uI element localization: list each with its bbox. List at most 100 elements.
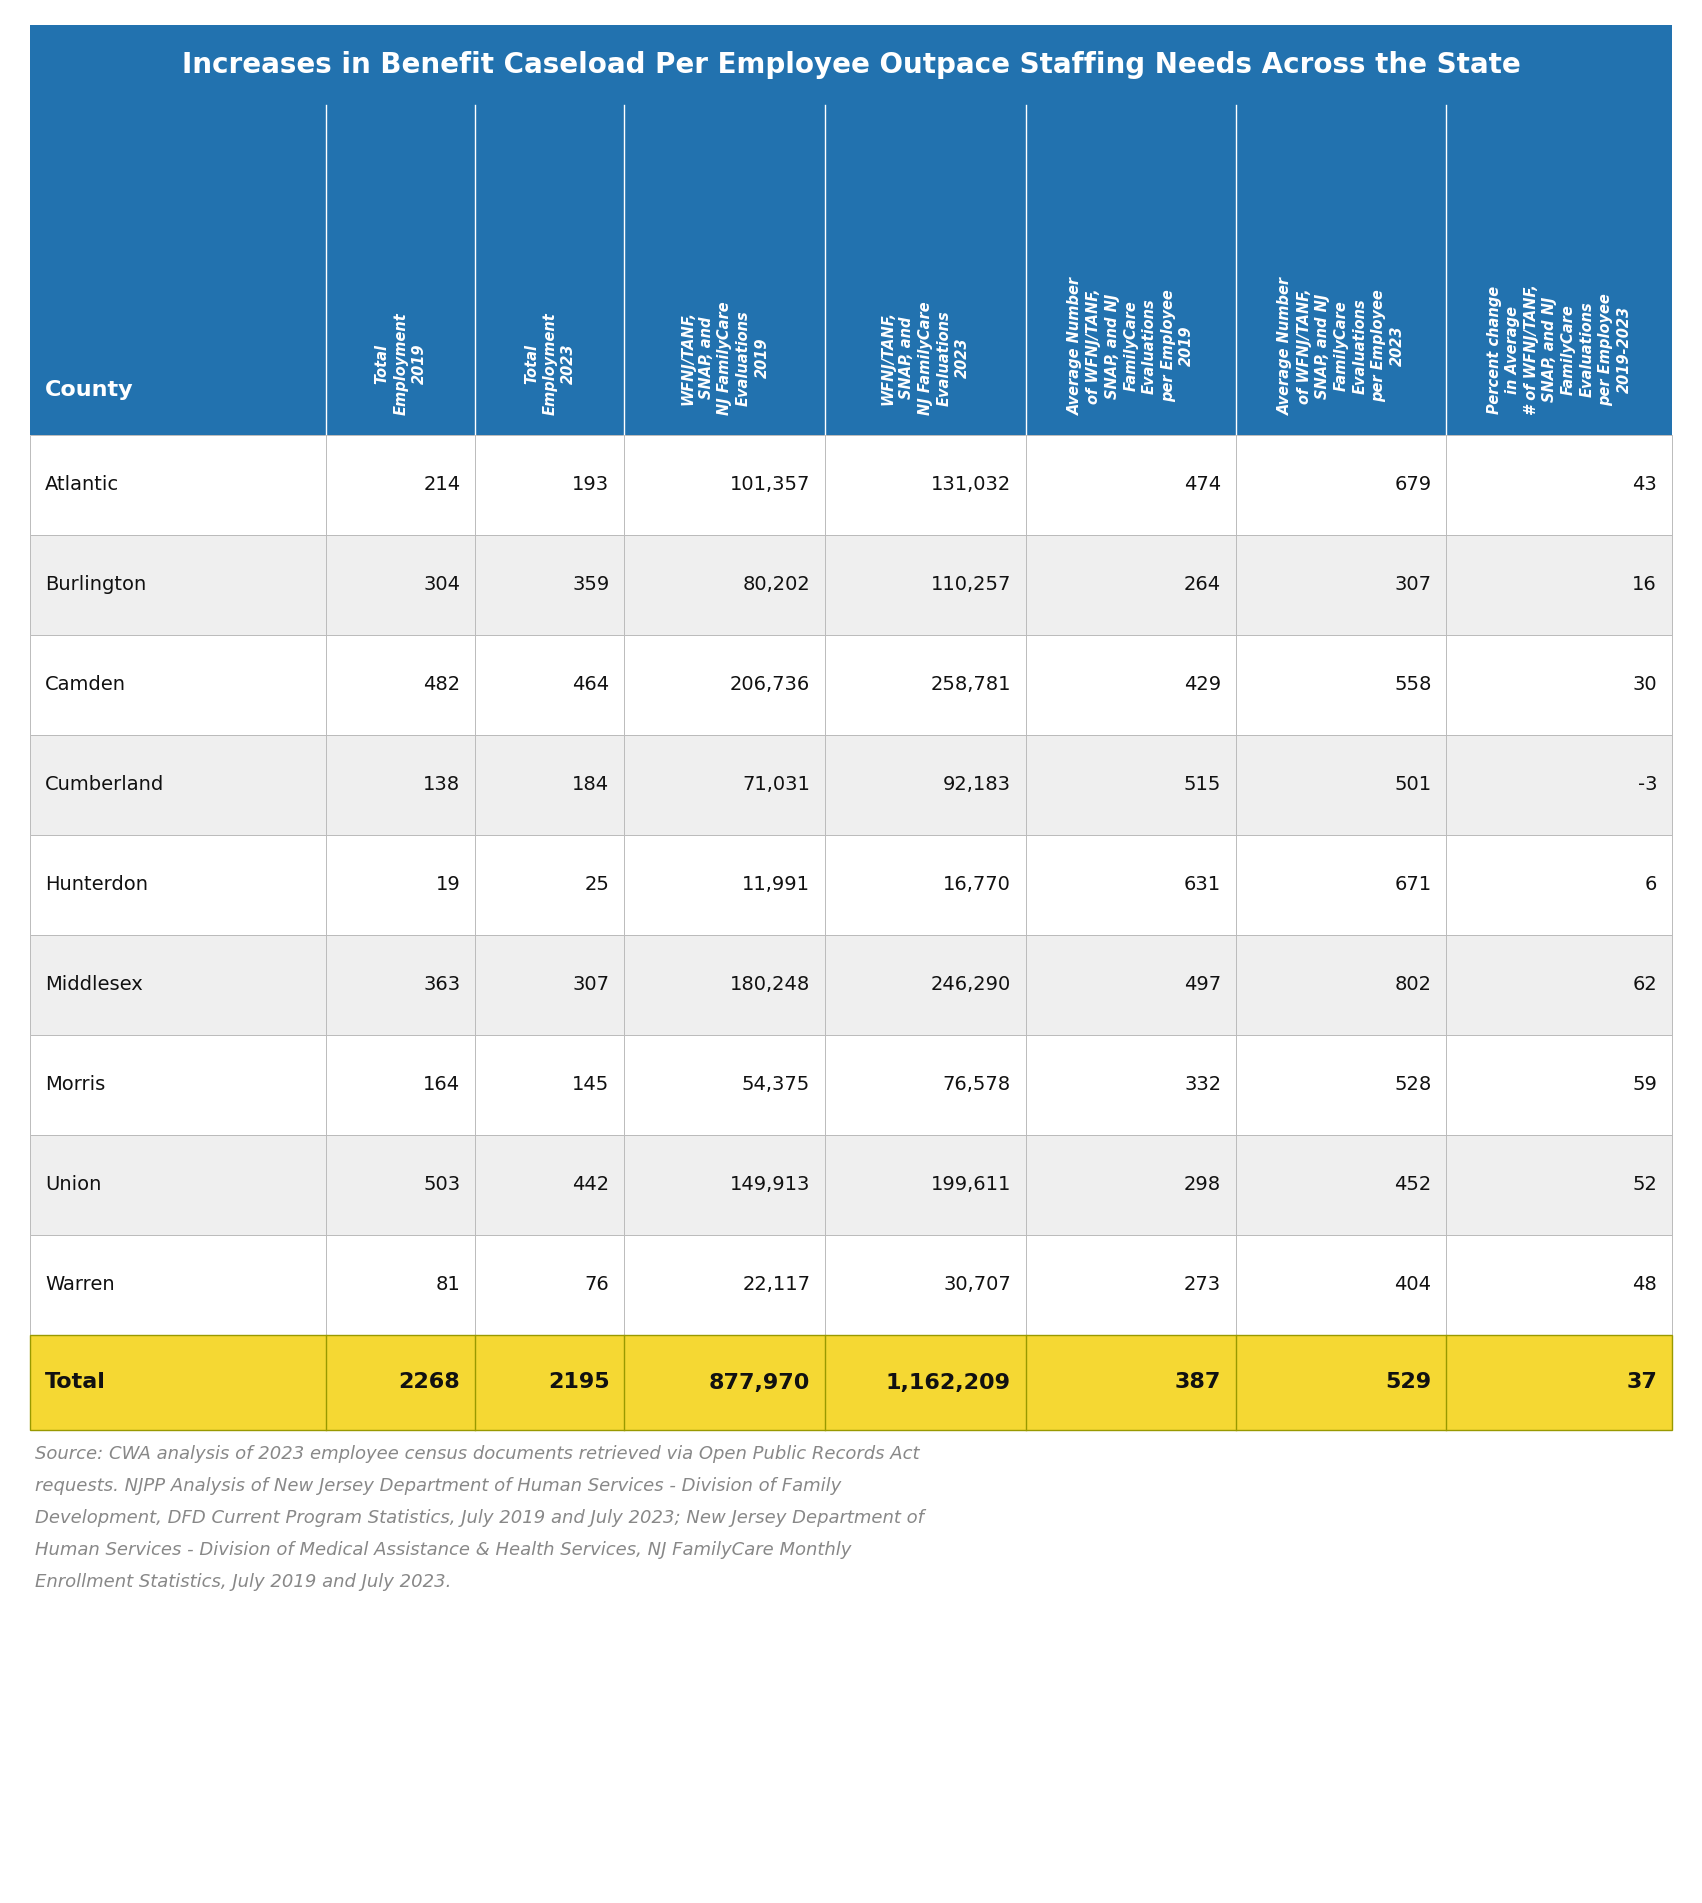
Text: 497: 497 (1185, 976, 1220, 995)
Text: Total: Total (44, 1372, 106, 1393)
Text: Warren: Warren (44, 1275, 114, 1294)
Text: 76: 76 (585, 1275, 609, 1294)
Text: Average Number
of WFNJ/TANF,
SNAP, and NJ
FamilyCare
Evaluations
per Employee
20: Average Number of WFNJ/TANF, SNAP, and N… (1067, 276, 1195, 415)
Text: 19: 19 (436, 875, 460, 894)
Text: 30: 30 (1632, 676, 1658, 695)
Text: 184: 184 (572, 776, 609, 794)
Text: Union: Union (44, 1176, 102, 1195)
Text: 16: 16 (1632, 575, 1658, 594)
Text: WFNJ/TANF,
SNAP, and
NJ FamilyCare
Evaluations
2023: WFNJ/TANF, SNAP, and NJ FamilyCare Evalu… (882, 301, 970, 415)
Text: 359: 359 (572, 575, 609, 594)
Text: 1,162,209: 1,162,209 (887, 1372, 1011, 1393)
Text: 877,970: 877,970 (708, 1372, 810, 1393)
Text: 30,707: 30,707 (943, 1275, 1011, 1294)
Bar (31, 1336, 1671, 1429)
Text: 37: 37 (1625, 1372, 1658, 1393)
Text: County: County (44, 381, 134, 400)
Text: 76,578: 76,578 (943, 1075, 1011, 1094)
Text: Cumberland: Cumberland (44, 776, 165, 794)
Text: Source: CWA analysis of 2023 employee census documents retrieved via Open Public: Source: CWA analysis of 2023 employee ce… (36, 1444, 924, 1591)
Bar (31, 934, 1671, 1035)
Text: Increases in Benefit Caseload Per Employee Outpace Staffing Needs Across the Sta: Increases in Benefit Caseload Per Employ… (182, 51, 1520, 80)
Text: 193: 193 (572, 476, 609, 495)
Text: 452: 452 (1394, 1176, 1431, 1195)
Text: 101,357: 101,357 (730, 476, 810, 495)
Text: 298: 298 (1185, 1176, 1220, 1195)
Bar (31, 535, 1671, 636)
Bar (31, 1235, 1671, 1336)
Text: 206,736: 206,736 (730, 676, 810, 695)
Text: 631: 631 (1185, 875, 1220, 894)
Text: 304: 304 (424, 575, 460, 594)
Text: Average Number
of WFNJ/TANF,
SNAP, and NJ
FamilyCare
Evaluations
per Employee
20: Average Number of WFNJ/TANF, SNAP, and N… (1278, 276, 1404, 415)
Text: 59: 59 (1632, 1075, 1658, 1094)
Text: 558: 558 (1394, 676, 1431, 695)
Text: 11,991: 11,991 (742, 875, 810, 894)
Text: Percent change
in Average
# of WFNJ/TANF,
SNAP, and NJ
FamilyCare
Evaluations
pe: Percent change in Average # of WFNJ/TANF… (1486, 284, 1632, 415)
Text: 501: 501 (1394, 776, 1431, 794)
Text: 246,290: 246,290 (931, 976, 1011, 995)
Text: 92,183: 92,183 (943, 776, 1011, 794)
Text: 404: 404 (1394, 1275, 1431, 1294)
Text: 145: 145 (572, 1075, 609, 1094)
Bar (31, 735, 1671, 835)
Text: 48: 48 (1632, 1275, 1658, 1294)
Text: Total
Employment
2023: Total Employment 2023 (524, 312, 575, 415)
Bar (31, 835, 1671, 934)
Text: 62: 62 (1632, 976, 1658, 995)
Text: 138: 138 (424, 776, 460, 794)
Text: WFNJ/TANF,
SNAP, and
NJ FamilyCare
Evaluations
2019: WFNJ/TANF, SNAP, and NJ FamilyCare Evalu… (681, 301, 769, 415)
Text: 25: 25 (584, 875, 609, 894)
Bar (31, 105, 1671, 436)
Text: 22,117: 22,117 (742, 1275, 810, 1294)
Text: 214: 214 (424, 476, 460, 495)
Text: 80,202: 80,202 (742, 575, 810, 594)
Text: -3: -3 (1637, 776, 1658, 794)
Text: 54,375: 54,375 (742, 1075, 810, 1094)
Text: 802: 802 (1394, 976, 1431, 995)
Text: 503: 503 (424, 1176, 460, 1195)
Text: Total
Employment
2019: Total Employment 2019 (374, 312, 427, 415)
Text: 515: 515 (1185, 776, 1220, 794)
Text: 679: 679 (1394, 476, 1431, 495)
Text: 71,031: 71,031 (742, 776, 810, 794)
Text: 387: 387 (1174, 1372, 1220, 1393)
Text: 273: 273 (1185, 1275, 1220, 1294)
Text: 110,257: 110,257 (931, 575, 1011, 594)
Text: 442: 442 (572, 1176, 609, 1195)
Bar (31, 636, 1671, 735)
Text: 474: 474 (1185, 476, 1220, 495)
Text: 464: 464 (572, 676, 609, 695)
Bar (31, 436, 1671, 535)
Text: Middlesex: Middlesex (44, 976, 143, 995)
Text: 307: 307 (1394, 575, 1431, 594)
Text: 199,611: 199,611 (931, 1176, 1011, 1195)
Text: Camden: Camden (44, 676, 126, 695)
Bar (31, 1134, 1671, 1235)
Text: 264: 264 (1185, 575, 1220, 594)
Text: Atlantic: Atlantic (44, 476, 119, 495)
Text: 16,770: 16,770 (943, 875, 1011, 894)
Text: 81: 81 (436, 1275, 460, 1294)
Text: 180,248: 180,248 (730, 976, 810, 995)
Text: 429: 429 (1185, 676, 1220, 695)
Text: 149,913: 149,913 (730, 1176, 810, 1195)
Text: Hunterdon: Hunterdon (44, 875, 148, 894)
Text: 52: 52 (1632, 1176, 1658, 1195)
Text: 164: 164 (424, 1075, 460, 1094)
Text: Morris: Morris (44, 1075, 106, 1094)
Text: 307: 307 (572, 976, 609, 995)
Text: 131,032: 131,032 (931, 476, 1011, 495)
Text: 671: 671 (1394, 875, 1431, 894)
Text: 332: 332 (1185, 1075, 1220, 1094)
Text: 363: 363 (424, 976, 460, 995)
Bar (31, 25, 1671, 105)
Text: 6: 6 (1644, 875, 1658, 894)
Text: 529: 529 (1385, 1372, 1431, 1393)
Text: Burlington: Burlington (44, 575, 146, 594)
Text: 43: 43 (1632, 476, 1658, 495)
Text: 528: 528 (1394, 1075, 1431, 1094)
Text: 2195: 2195 (548, 1372, 609, 1393)
Text: 258,781: 258,781 (931, 676, 1011, 695)
Text: 482: 482 (424, 676, 460, 695)
